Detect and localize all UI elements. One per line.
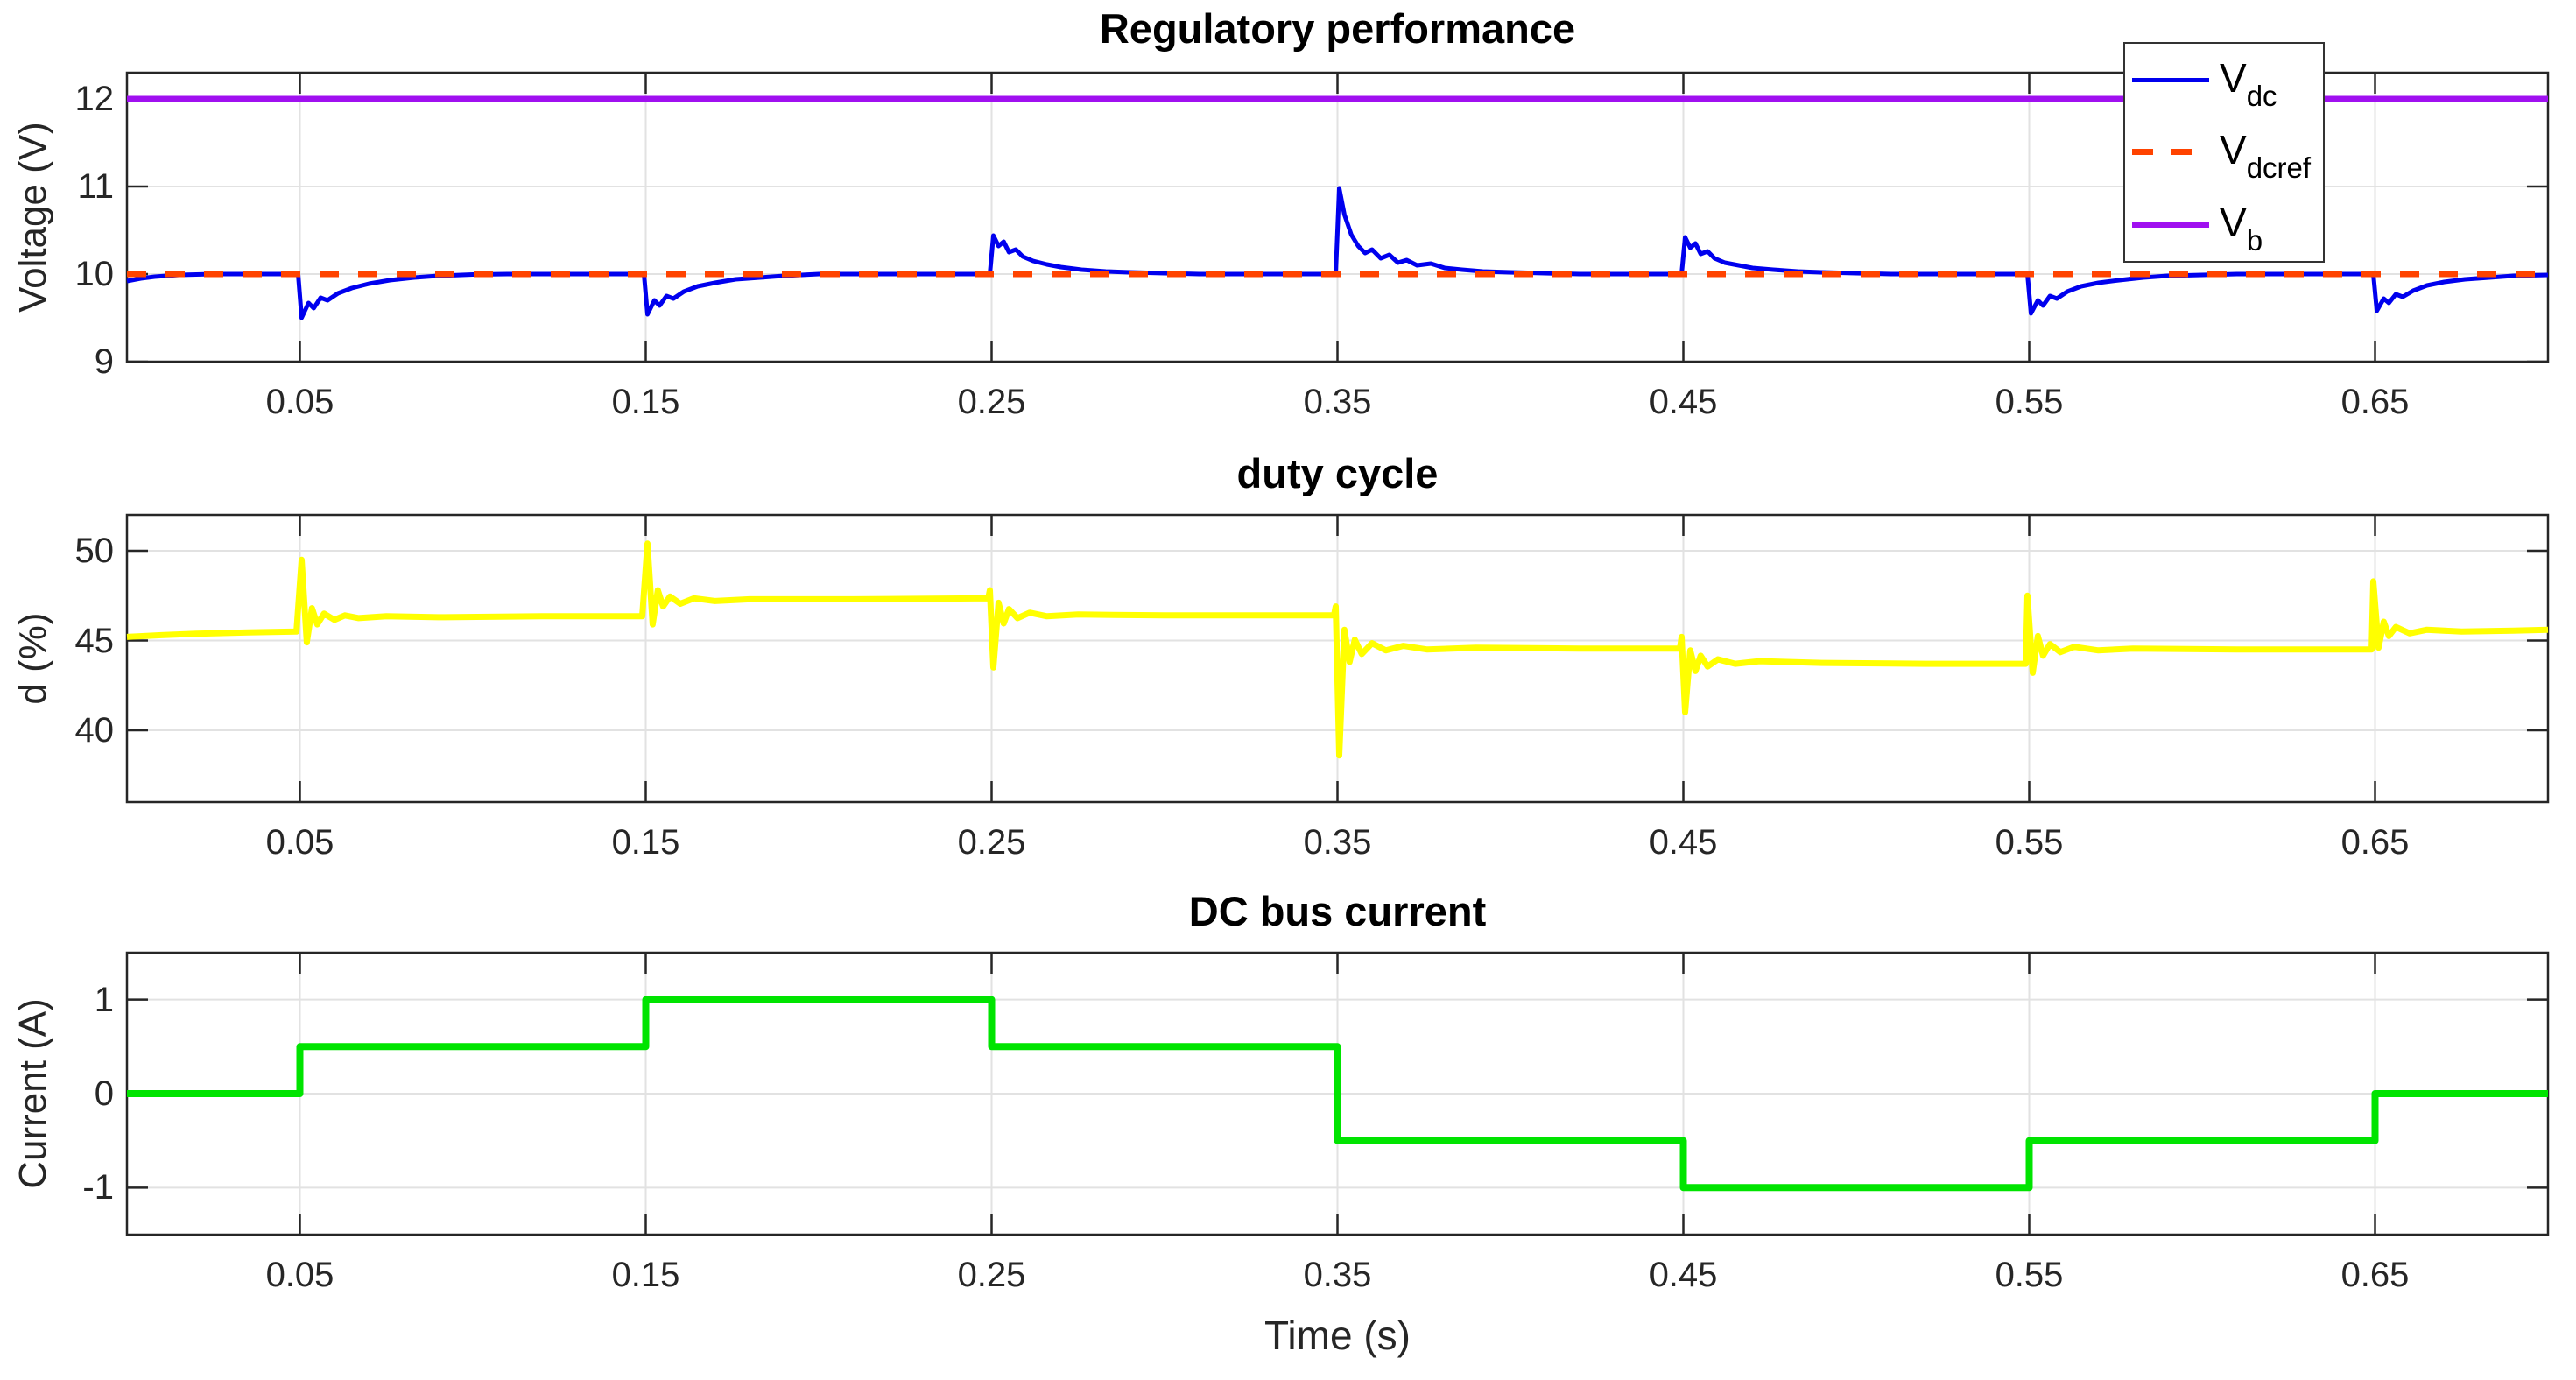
legend-item-vb: Vb [2125, 190, 2323, 260]
x-axis-label: Time (s) [1264, 1313, 1411, 1358]
legend-line-sample-vdc [2132, 77, 2209, 82]
x-tick-label: 0.55 [1995, 823, 2064, 862]
y-tick-label: 1 [94, 980, 114, 1019]
x-tick-label: 0.65 [2340, 1256, 2410, 1294]
x-tick-label: 0.45 [1649, 823, 1718, 862]
y-tick-label: 11 [77, 167, 114, 206]
y-tick-label: 40 [74, 711, 115, 750]
x-tick-label: 0.35 [1303, 823, 1372, 862]
x-tick-label: 0.35 [1303, 1256, 1372, 1294]
x-tick-label: 0.15 [611, 383, 680, 421]
x-tick-label: 0.65 [2340, 383, 2410, 421]
series-V_dc [126, 186, 2549, 320]
legend-label: Vdcref [2220, 127, 2312, 185]
legend-item-vdc: Vdc [2125, 45, 2323, 115]
legend-line-sample-vb [2132, 222, 2209, 229]
x-tick-label: 0.65 [2340, 823, 2410, 862]
x-tick-label: 0.35 [1303, 383, 1372, 421]
chart1-title: Regulatory performance [1099, 5, 1576, 52]
y-tick-label: 0 [94, 1074, 114, 1113]
x-tick-label: 0.25 [957, 383, 1026, 421]
x-tick-label: 0.15 [611, 1256, 680, 1294]
y-tick-label: -1 [82, 1168, 114, 1208]
legend-line-sample-vdcref [2132, 149, 2209, 156]
legend-item-vdcref: Vdcref [2125, 117, 2323, 187]
x-tick-label: 0.05 [265, 823, 334, 862]
chart2-title: duty cycle [1236, 450, 1439, 496]
x-tick-label: 0.55 [1995, 383, 2064, 421]
legend-box: Vdc Vdcref Vb [2123, 42, 2325, 263]
y-tick-label: 45 [74, 621, 115, 660]
legend-label: Vdc [2220, 54, 2277, 112]
x-tick-label: 0.05 [265, 1256, 334, 1294]
x-tick-label: 0.55 [1995, 1256, 2064, 1294]
chart3-title: DC bus current [1188, 888, 1487, 934]
legend-label: Vb [2220, 200, 2263, 257]
series-d [126, 540, 2549, 759]
x-tick-label: 0.15 [611, 823, 680, 862]
x-tick-label: 0.25 [957, 823, 1026, 862]
y-tick-label: 9 [94, 342, 114, 381]
x-tick-label: 0.25 [957, 1256, 1026, 1294]
y-tick-label: 10 [74, 255, 115, 293]
x-tick-label: 0.45 [1649, 1256, 1718, 1294]
y-tick-label: 50 [74, 532, 115, 570]
y-tick-label: 12 [74, 80, 115, 118]
series-I_dc [127, 996, 2548, 1192]
x-tick-label: 0.45 [1649, 383, 1718, 421]
x-tick-label: 0.05 [265, 383, 334, 421]
